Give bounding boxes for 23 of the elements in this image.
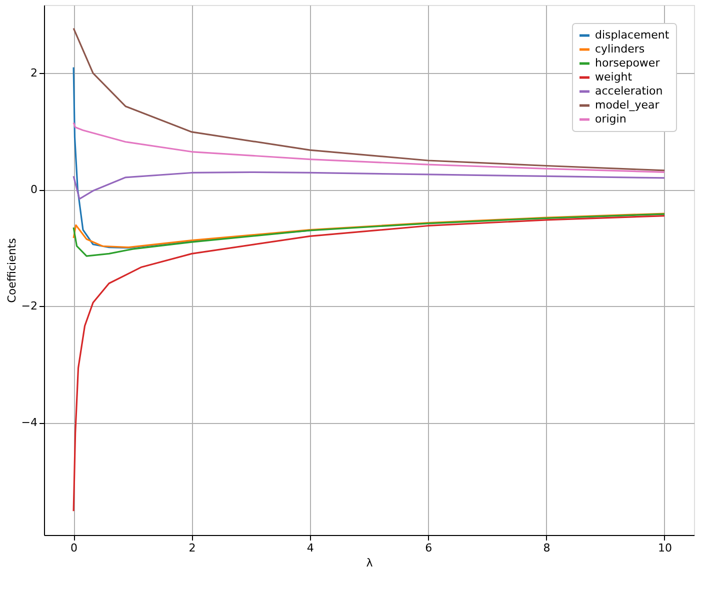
x-tick-label: 10 — [658, 542, 672, 554]
x-tick-label: 2 — [188, 542, 196, 554]
legend-label: model_year — [595, 98, 660, 112]
y-tick-label: 0 — [30, 183, 38, 196]
y-tick-label: −4 — [21, 416, 38, 430]
x-tick-label: 6 — [425, 542, 432, 554]
line-series — [72, 215, 666, 512]
legend-label: horsepower — [595, 56, 660, 70]
x-tick-label: 0 — [70, 542, 78, 554]
x-tick-label: 4 — [306, 542, 314, 554]
legend-label: acceleration — [595, 84, 663, 98]
y-tick-label: −2 — [21, 300, 38, 313]
legend-label: cylinders — [595, 42, 645, 56]
line-series — [72, 213, 666, 257]
line-series — [72, 212, 666, 248]
y-axis-title: Coefficients — [5, 238, 18, 303]
line-series — [72, 171, 666, 200]
legend-label: displacement — [595, 28, 670, 42]
legend-label: weight — [595, 70, 633, 84]
legend-label: origin — [595, 112, 626, 126]
y-tick-label: 2 — [30, 66, 38, 80]
x-axis-title: λ — [366, 556, 374, 570]
x-tick-label: 8 — [543, 542, 550, 554]
